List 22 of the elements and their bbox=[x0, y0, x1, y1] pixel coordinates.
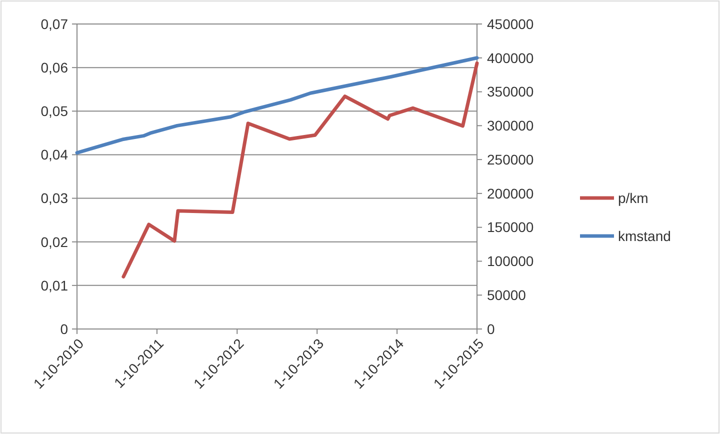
legend-label: kmstand bbox=[618, 228, 671, 244]
y-tick-label: 0 bbox=[60, 320, 68, 337]
y-tick-label: 0,02 bbox=[40, 234, 68, 250]
y2-tick-label: 0 bbox=[487, 320, 495, 337]
line-series bbox=[122, 61, 479, 278]
y-tick-label: 0,04 bbox=[40, 146, 68, 163]
line-series bbox=[75, 56, 479, 155]
y2-tick-label: 350000 bbox=[487, 84, 534, 100]
y2-tick-label: 400000 bbox=[487, 50, 534, 66]
y2-tick-label: 50000 bbox=[487, 287, 526, 304]
y2-tick-label: 100000 bbox=[487, 253, 534, 270]
legend-label: p/km bbox=[618, 190, 648, 206]
y-tick-label: 0,05 bbox=[40, 103, 68, 120]
y-tick-label: 0,06 bbox=[40, 59, 68, 76]
y2-tick-label: 450000 bbox=[487, 16, 534, 32]
y2-tick-label: 250000 bbox=[487, 151, 534, 168]
y2-tick-label: 200000 bbox=[487, 185, 534, 202]
y-tick-label: 0,07 bbox=[40, 16, 68, 32]
y-tick-label: 0,01 bbox=[40, 277, 68, 294]
y2-tick-label: 150000 bbox=[487, 219, 534, 236]
y2-tick-label: 300000 bbox=[487, 118, 534, 134]
y-tick-label: 0,03 bbox=[40, 190, 68, 206]
